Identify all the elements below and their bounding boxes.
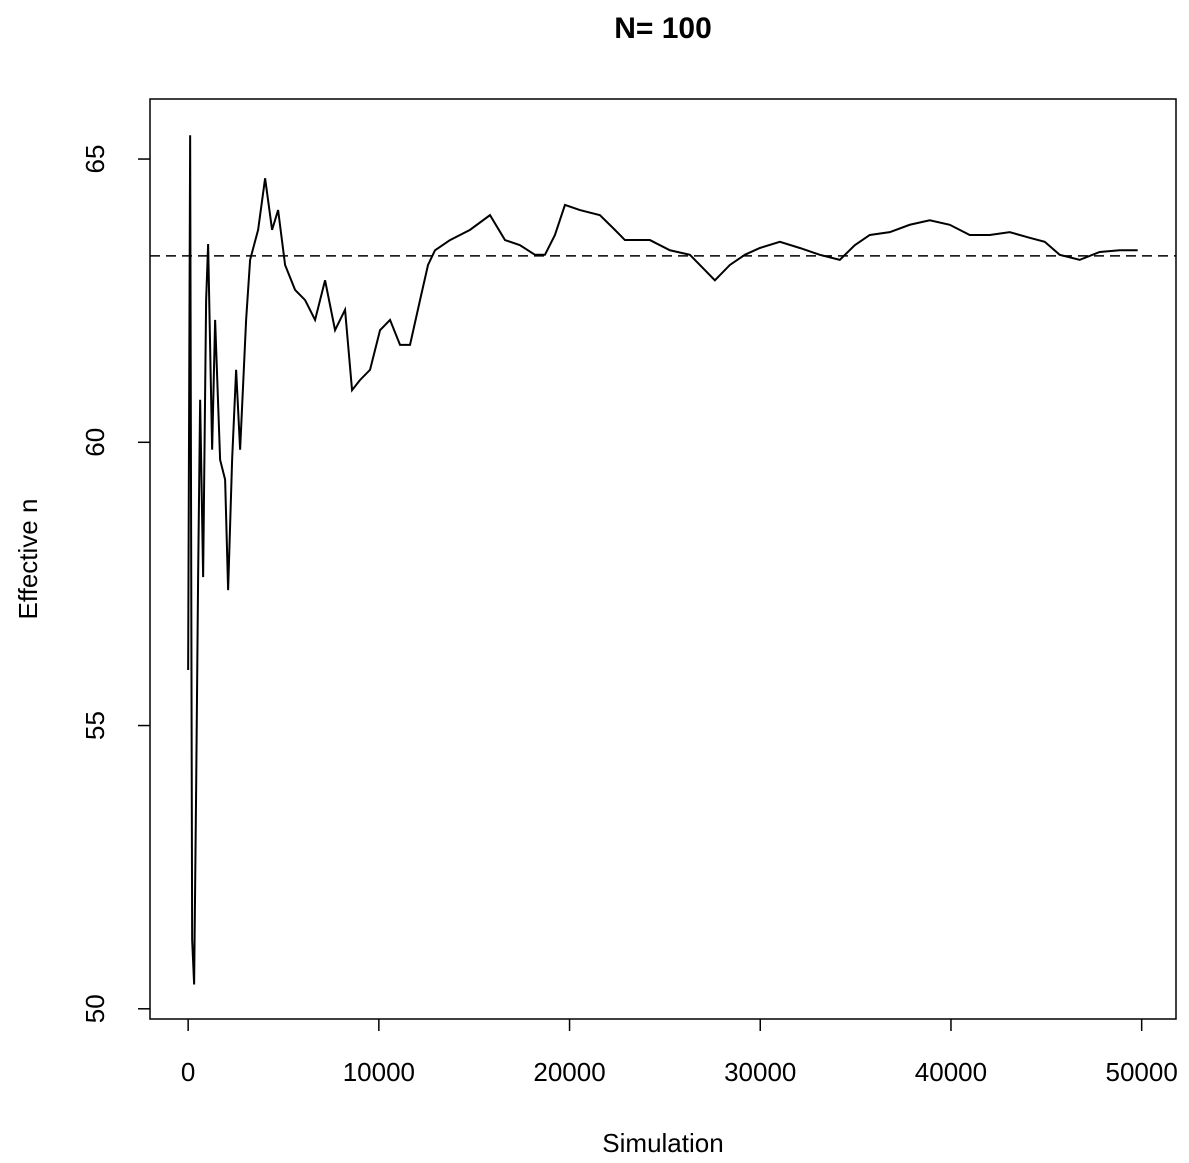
y-tick-label: 60	[80, 428, 110, 457]
plot-frame	[149, 98, 1177, 1020]
y-tick-label: 65	[80, 145, 110, 174]
y-tick-label: 55	[80, 711, 110, 740]
x-tick-label: 30000	[724, 1057, 796, 1087]
x-tick-label: 50000	[1106, 1057, 1178, 1087]
x-tick-label: 20000	[533, 1057, 605, 1087]
x-axis-label: Simulation	[602, 1128, 723, 1158]
x-tick-label: 40000	[915, 1057, 987, 1087]
y-tick-label: 50	[80, 994, 110, 1023]
chart-title: N= 100	[614, 12, 712, 45]
y-axis-label: Effective n	[13, 499, 43, 620]
x-tick-label: 0	[181, 1057, 195, 1087]
x-tick-label: 10000	[343, 1057, 415, 1087]
data-line	[187, 135, 1138, 985]
